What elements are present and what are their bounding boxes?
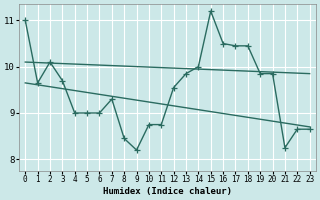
X-axis label: Humidex (Indice chaleur): Humidex (Indice chaleur) <box>103 187 232 196</box>
